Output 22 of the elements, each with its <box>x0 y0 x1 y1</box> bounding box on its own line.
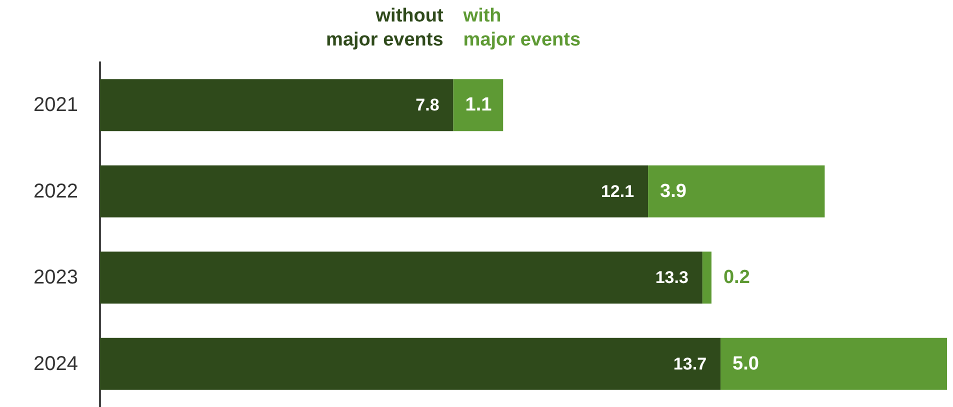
data-label: 0.2 <box>723 267 750 288</box>
bar <box>100 165 648 218</box>
data-label: 13.7 <box>673 354 707 374</box>
bar <box>453 79 504 132</box>
bar <box>100 252 702 304</box>
y-tick-label: 2024 <box>34 352 78 375</box>
y-tick-label: 2021 <box>34 94 78 116</box>
y-tick-label: 2023 <box>34 266 78 289</box>
y-tick-label: 2022 <box>34 180 78 202</box>
bar <box>100 338 721 390</box>
data-label: 7.8 <box>416 96 440 115</box>
data-label: 12.1 <box>600 182 634 201</box>
data-label: 3.9 <box>660 180 686 202</box>
bar <box>648 165 825 218</box>
bar <box>702 252 712 304</box>
data-label: 13.3 <box>655 268 688 288</box>
data-label: 5.0 <box>732 353 759 374</box>
series-label: without major events <box>326 6 444 50</box>
bar <box>720 338 947 390</box>
data-label: 1.1 <box>465 94 492 116</box>
series-label: with major events <box>462 6 581 50</box>
bar <box>100 79 454 132</box>
